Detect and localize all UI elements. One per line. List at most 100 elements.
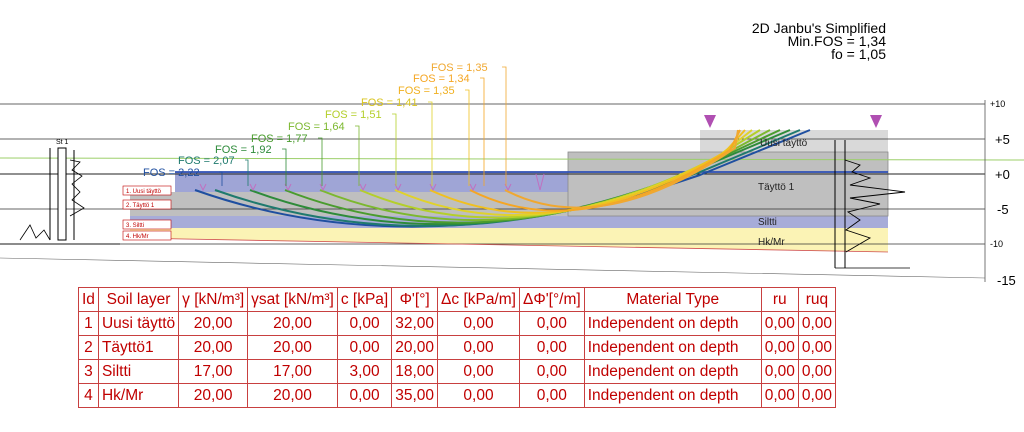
cell-soil-layer: Uusi täyttö	[97, 311, 180, 336]
axis-tick-plus5: +5	[995, 132, 1010, 147]
fos-label-1-92: FOS = 1,92	[215, 144, 272, 156]
cell-gamma: 20,00	[178, 383, 249, 408]
cell-material-type: Independent on depth	[583, 311, 762, 336]
cell-delta-c: 0,00	[437, 383, 520, 408]
fos-label-1-77: FOS = 1,77	[251, 133, 308, 145]
fos-label-1-35-b: FOS = 1,35	[431, 62, 488, 74]
table-header-row: Id Soil layer γ [kN/m³] γsat [kN/m³] c […	[78, 287, 837, 312]
siltti-layer-fill	[130, 216, 888, 228]
cell-phi: 35,00	[391, 383, 439, 408]
layer-label-hkmr: Hk/Mr	[758, 237, 785, 248]
water-zone-fill	[175, 172, 568, 192]
section-line	[0, 257, 986, 279]
fos-label-1-34: FOS = 1,34	[413, 73, 470, 85]
cell-delta-c: 0,00	[437, 359, 520, 384]
cell-phi: 32,00	[391, 311, 439, 336]
col-delta-c: Δc [kPa/m]	[437, 287, 520, 312]
borehole-left	[0, 147, 120, 245]
left-tag-3: 3. Siltti	[126, 223, 144, 229]
elevation-axis: +10 +5 +0 -5 -10 -15	[990, 99, 1016, 288]
fos-label-1-41: FOS = 1,41	[361, 97, 418, 109]
layer-label-uusi: Uusi täyttö	[760, 138, 808, 149]
cell-gamma-sat: 17,00	[247, 359, 338, 384]
axis-tick-minus10: -10	[990, 239, 1003, 249]
fos-label-2-07: FOS = 2,07	[178, 155, 235, 167]
fos-label-1-51: FOS = 1,51	[325, 109, 382, 121]
layer-labels: Uusi täyttö Täyttö 1 Siltti Hk/Mr	[758, 138, 808, 248]
cell-ruq: 0,00	[797, 335, 837, 360]
table-row: 4 Hk/Mr 20,00 20,00 0,00 35,00 0,00 0,00…	[78, 383, 837, 408]
col-phi: Φ'[°]	[391, 287, 439, 312]
cell-gamma-sat: 20,00	[247, 311, 338, 336]
cell-id: 1	[78, 311, 99, 336]
cell-soil-layer: Hk/Mr	[97, 383, 180, 408]
cell-phi: 18,00	[391, 359, 439, 384]
borehole-label: St 1	[56, 139, 69, 146]
red-boundary-line	[129, 237, 889, 253]
cell-ru: 0,00	[760, 311, 799, 336]
col-cohesion: c [kPa]	[336, 287, 393, 312]
layer-label-tayttö1: Täyttö 1	[758, 182, 795, 193]
soil-parameters-table: Id Soil layer γ [kN/m³] γsat [kN/m³] c […	[78, 287, 837, 408]
cell-cohesion: 0,00	[336, 335, 393, 360]
col-id: Id	[78, 287, 99, 312]
col-ru: ru	[760, 287, 799, 312]
analysis-header: 2D Janbu's Simplified Min.FOS = 1,34 fo …	[751, 20, 886, 62]
cell-delta-phi: 0,00	[518, 311, 585, 336]
col-soil-layer: Soil layer	[97, 287, 180, 312]
cell-gamma-sat: 20,00	[247, 383, 338, 408]
load-marker-1	[704, 115, 716, 128]
cell-id: 2	[78, 335, 99, 360]
cell-soil-layer: Siltti	[97, 359, 180, 384]
load-marker-2	[870, 115, 882, 128]
col-material-type: Material Type	[583, 287, 762, 312]
col-ruq: ruq	[797, 287, 837, 312]
slope-stability-diagram: St 1 1. Uusi täyttö 2. Täyttö 1 3. Siltt…	[0, 62, 1024, 288]
hkmr-layer-fill	[130, 228, 888, 252]
cell-delta-c: 0,00	[437, 335, 520, 360]
cell-phi: 20,00	[391, 335, 439, 360]
fos-labels: FOS = 2,22 FOS = 2,07 FOS = 1,92 FOS = 1…	[143, 62, 507, 186]
cell-soil-layer: Täyttö1	[97, 335, 180, 360]
cell-delta-c: 0,00	[437, 311, 520, 336]
table-row: 2 Täyttö1 20,00 20,00 0,00 20,00 0,00 0,…	[78, 335, 837, 360]
borehole-right	[834, 140, 910, 269]
cell-delta-phi: 0,00	[518, 335, 585, 360]
cell-id: 4	[78, 383, 99, 408]
cell-ruq: 0,00	[797, 311, 837, 336]
layer-label-siltti: Siltti	[758, 217, 777, 228]
left-soil-tags: 1. Uusi täyttö 2. Täyttö 1 3. Siltti 4. …	[122, 185, 172, 241]
cell-id: 3	[78, 359, 99, 384]
axis-tick-plus10: +10	[990, 99, 1005, 109]
cell-cohesion: 0,00	[336, 383, 393, 408]
method-title: 2D Janbu's Simplified	[751, 20, 886, 36]
surface-markers	[199, 173, 545, 192]
cell-cohesion: 0,00	[336, 311, 393, 336]
cell-material-type: Independent on depth	[583, 335, 762, 360]
cell-material-type: Independent on depth	[583, 359, 762, 384]
cell-ruq: 0,00	[797, 383, 837, 408]
axis-tick-minus5: -5	[997, 202, 1009, 217]
cell-ru: 0,00	[760, 359, 799, 384]
cell-ru: 0,00	[760, 383, 799, 408]
left-tag-1: 1. Uusi täyttö	[126, 189, 162, 195]
ground-line-green	[0, 157, 1024, 161]
axis-tick-minus15: -15	[997, 273, 1016, 288]
fos-label-2-22: FOS = 2,22	[143, 167, 200, 179]
cell-material-type: Independent on depth	[583, 383, 762, 408]
cell-cohesion: 3,00	[336, 359, 393, 384]
col-gamma-sat: γsat [kN/m³]	[247, 287, 338, 312]
cell-delta-phi: 0,00	[518, 359, 585, 384]
fo-text: fo = 1,05	[831, 46, 886, 62]
cell-gamma-sat: 20,00	[247, 335, 338, 360]
left-tag-2: 2. Täyttö 1	[126, 203, 155, 209]
slip-surfaces	[194, 129, 811, 228]
fos-label-1-35-a: FOS = 1,35	[398, 85, 455, 97]
cell-gamma: 20,00	[178, 335, 249, 360]
col-gamma: γ [kN/m³]	[178, 287, 249, 312]
min-fos-text: Min.FOS = 1,34	[787, 33, 886, 49]
cell-delta-phi: 0,00	[518, 383, 585, 408]
cell-ru: 0,00	[760, 335, 799, 360]
cell-ruq: 0,00	[797, 359, 837, 384]
left-tag-4: 4. Hk/Mr	[126, 234, 149, 240]
